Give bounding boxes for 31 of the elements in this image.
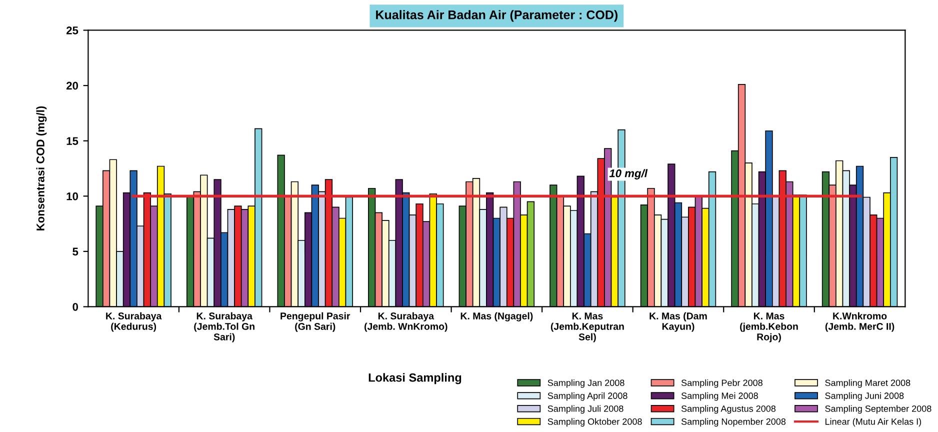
chart-title: Kualitas Air Badan Air (Parameter : COD) xyxy=(376,10,618,22)
legend-label: Sampling Pebr 2008 xyxy=(681,379,762,388)
legend-label: Sampling Juni 2008 xyxy=(825,392,904,401)
x-tick-label: K. Surabaya (Jemb.Tol Gn Sari) xyxy=(194,312,254,342)
legend-label: Sampling Maret 2008 xyxy=(825,379,910,388)
legend-label: Linear (Mutu Air Kelas I) xyxy=(825,418,922,427)
legend-label: Sampling April 2008 xyxy=(548,392,628,401)
y-tick-label: 20 xyxy=(66,82,78,90)
y-tick-label: 25 xyxy=(66,26,78,34)
y-tick-label: 0 xyxy=(72,302,78,311)
x-tick-label: K. Mas (Ngagel) xyxy=(460,312,533,322)
x-tick-label: K. Mas (Dam Kayun) xyxy=(650,312,707,332)
legend-label: Sampling Mei 2008 xyxy=(681,392,758,401)
x-tick-label: Pengepul Pasir (Gn Sari) xyxy=(280,312,350,332)
x-axis-title: Lokasi Sampling xyxy=(368,373,462,384)
legend-label: Sampling Nopember 2008 xyxy=(681,418,786,427)
x-tick-label: K. Mas (jemb.Kebon Rojo) xyxy=(740,312,798,342)
legend-label: Sampling Oktober 2008 xyxy=(548,418,642,427)
annotation: 10 mg/l xyxy=(609,169,648,180)
legend-label: Sampling Juli 2008 xyxy=(548,405,624,414)
y-tick-label: 15 xyxy=(66,137,78,145)
y-tick-label: 5 xyxy=(72,248,78,256)
x-tick-label: K.Wnkromo (Jemb. MerC II) xyxy=(825,312,894,332)
y-tick-label: 10 xyxy=(66,192,78,200)
y-axis-title: Konsentrasi COD (mg/l) xyxy=(36,106,47,230)
legend-label: Sampling Agustus 2008 xyxy=(681,405,776,414)
x-tick-label: K. Surabaya (Kedurus) xyxy=(106,312,162,332)
x-tick-label: K. Surabaya (Jemb. WnKromo) xyxy=(364,312,448,332)
legend-label: Sampling Jan 2008 xyxy=(548,379,624,388)
legend-label: Sampling September 2008 xyxy=(825,405,932,414)
x-tick-label: K. Mas (Jemb.Keputran Sel) xyxy=(550,312,624,342)
